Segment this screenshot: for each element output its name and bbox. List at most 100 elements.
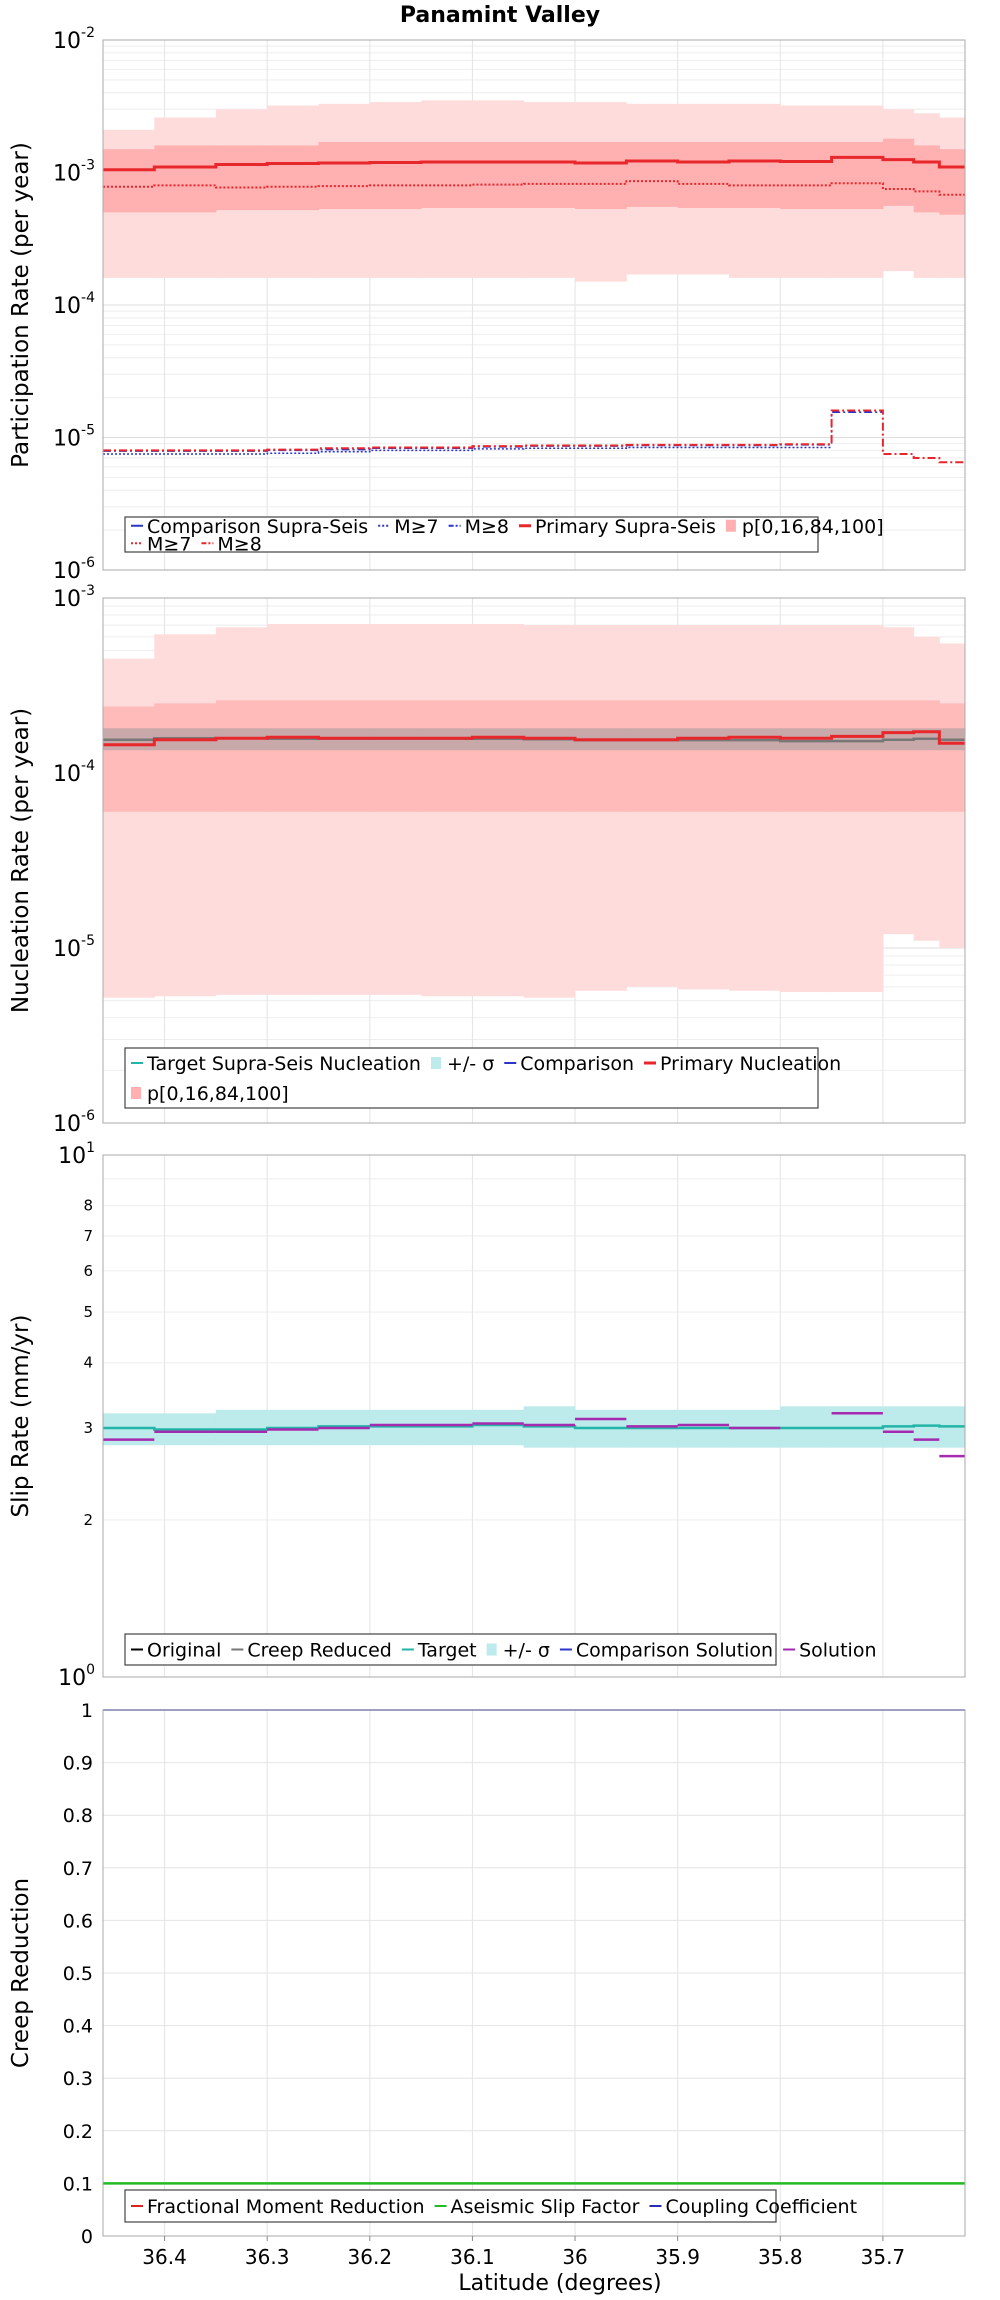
y-tick-label: 0.4	[63, 2016, 93, 2038]
series-slip	[103, 1406, 966, 1458]
band-segment	[318, 141, 371, 210]
band-segment	[472, 1409, 525, 1446]
band-segment	[913, 700, 940, 812]
y-tick-label: 5	[83, 1303, 93, 1321]
plot-frame	[102, 1709, 966, 2237]
band-segment	[780, 700, 833, 812]
legend-frame	[124, 2189, 777, 2223]
band-segment	[154, 634, 217, 997]
y-tick-label: 0.8	[63, 1805, 93, 1827]
y-tick-label: 2	[83, 1511, 93, 1529]
panel-nucleation: 10-6 10-5 10-4 10-3 Nucleation Rate (per yea…	[8, 583, 966, 1137]
y-tick-label: 0.5	[63, 1963, 93, 1985]
y-tick-label: 10-4	[53, 290, 95, 319]
y-tick-label: 3	[83, 1419, 93, 1437]
series-line	[103, 180, 965, 196]
band-segment	[780, 141, 833, 210]
x-tick-label: 36.4	[142, 2245, 187, 2269]
legend-label: Target Supra-Seis Nucleation	[146, 1053, 421, 1075]
y-tick-label: 10-6	[53, 555, 95, 584]
x-tick-label: 35.9	[655, 2245, 700, 2269]
x-tick-label: 36.1	[450, 2245, 495, 2269]
plot-frame	[102, 597, 966, 1124]
y-tick-label: 10-5	[53, 933, 95, 962]
series-line	[103, 155, 965, 172]
band-segment	[215, 145, 268, 211]
panel-creep: 0 0.1 0.2 0.3 0.4 0.5 0.6 0.7 0.8 0.9 1 Creep Reduc…	[8, 1700, 966, 2248]
y-tick-label: 0.1	[63, 2173, 93, 2195]
band-segment	[154, 703, 217, 812]
band-segment	[939, 149, 966, 215]
legend-label: p[0,16,84,100]	[742, 516, 884, 538]
band-segment	[677, 700, 730, 812]
plot-frame	[102, 1154, 966, 1678]
legend-swatch	[486, 1643, 497, 1656]
x-tick-label: 36.3	[245, 2245, 290, 2269]
band-segment	[913, 145, 940, 213]
legend-label: +/- σ	[447, 1053, 494, 1075]
y-tick-label: 0.6	[63, 1910, 93, 1932]
y-ticks-slip: 100 101 2 3 4 5 6 7 8	[58, 1140, 95, 1691]
band-segment	[421, 700, 473, 812]
legend-swatch	[725, 519, 736, 532]
y-tick-label: 0.3	[63, 2068, 93, 2090]
plot-frame	[102, 39, 966, 571]
band-segment	[472, 700, 525, 812]
legend-slip: Original Creep Reduced Target +/- σ Comparis…	[124, 1633, 877, 1666]
y-tick-label: 0.9	[63, 1753, 93, 1775]
band-segment	[523, 700, 576, 812]
y-tick-label: 10-3	[53, 158, 95, 187]
legend-creep: Fractional Moment Reduction Aseismic Slip…	[124, 2189, 857, 2223]
y-tick-label: 7	[83, 1227, 93, 1245]
series-line	[103, 409, 965, 464]
series-line	[103, 1412, 965, 1458]
legend-participation: Comparison Supra-Seis M≥7 M≥8 Primary Supra…	[124, 516, 884, 555]
y-ticks-participation: 10-6 10-5 10-4 10-3 10-2	[53, 25, 95, 584]
legend-label: Comparison Supra-Seis	[147, 516, 368, 538]
legend-label: p[0,16,84,100]	[147, 1083, 289, 1105]
legend-label: Fractional Moment Reduction	[147, 2196, 425, 2218]
chart-title: Panamint Valley	[400, 3, 600, 28]
y-axis-label: Creep Reduction	[8, 1878, 34, 2068]
legend-label: Target	[417, 1640, 477, 1662]
band-segment	[472, 141, 525, 208]
legend-label: Coupling Coefficient	[665, 2196, 857, 2218]
series-line	[103, 730, 965, 747]
legend-label: Comparison Solution	[576, 1640, 773, 1662]
y-tick-label: 1	[81, 1700, 93, 1722]
x-tick-label: 36	[562, 2245, 587, 2269]
legend-label: M≥7	[147, 533, 191, 555]
y-tick-label: 10-3	[53, 583, 95, 612]
legend-label: Original	[147, 1640, 221, 1662]
x-tick-label: 36.2	[348, 2245, 393, 2269]
x-axis-label: Latitude (degrees)	[458, 2271, 661, 2296]
legend-frame	[124, 516, 819, 553]
legend-label: M≥7	[394, 516, 438, 538]
band-segment	[154, 145, 217, 213]
band-segment	[523, 141, 576, 208]
band-segment	[103, 706, 155, 812]
panels-group: 10-6 10-5 10-4 10-3 10-2 Participation Rate (…	[8, 25, 966, 2248]
y-tick-label: 6	[83, 1262, 93, 1280]
y-tick-label: 10-6	[53, 1108, 95, 1137]
legend-frame	[124, 1047, 819, 1109]
panel-slip: 100 101 2 3 4 5 6 7 8 Slip Rate (mm/yr) Original Cr…	[8, 1140, 966, 1691]
band-segment	[215, 700, 268, 812]
y-tick-label: 0.7	[63, 1858, 93, 1880]
band-segment	[831, 700, 884, 812]
y-axis-label: Slip Rate (mm/yr)	[8, 1315, 34, 1518]
y-axis-label: Nucleation Rate (per year)	[8, 708, 34, 1013]
legend-label: +/- σ	[503, 1640, 550, 1662]
y-axis-label: Participation Rate (per year)	[8, 142, 34, 468]
panel-participation: 10-6 10-5 10-4 10-3 10-2 Participation Rate (…	[8, 25, 966, 584]
y-tick-label: 4	[83, 1354, 93, 1372]
band-segment	[575, 141, 627, 210]
band-segment	[626, 141, 679, 207]
band-segment	[831, 141, 884, 210]
series-nucleation	[103, 624, 966, 998]
y-tick-label: 10-2	[53, 25, 95, 54]
band-segment	[103, 149, 155, 213]
legend-label: Primary Nucleation	[660, 1053, 841, 1075]
series-line	[103, 446, 832, 455]
